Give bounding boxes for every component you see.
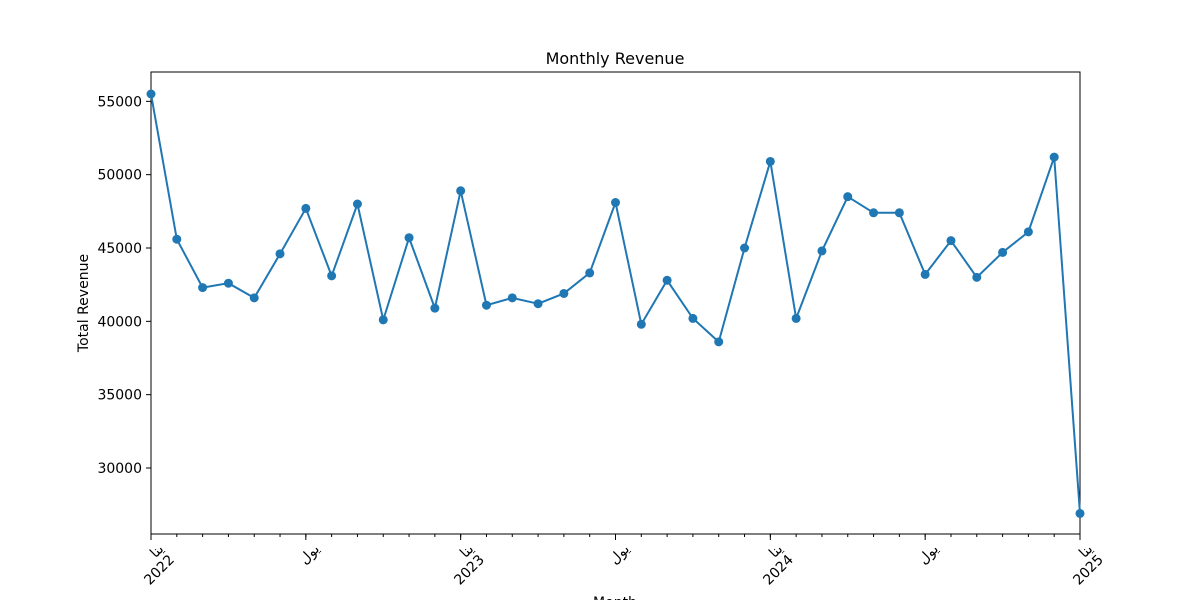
y-tick-label: 55000 xyxy=(97,94,142,110)
point xyxy=(430,303,440,313)
point xyxy=(869,208,879,218)
point xyxy=(636,319,646,329)
point xyxy=(352,199,362,209)
point xyxy=(559,288,569,298)
point xyxy=(481,300,491,310)
point xyxy=(688,313,698,323)
point xyxy=(894,208,904,218)
plot-frame xyxy=(150,71,1081,535)
point xyxy=(146,89,156,99)
point xyxy=(456,186,466,196)
point xyxy=(533,299,543,309)
point xyxy=(920,269,930,279)
point xyxy=(662,275,672,285)
point xyxy=(301,203,311,213)
point xyxy=(714,337,724,347)
y-tick-label: 50000 xyxy=(97,168,142,184)
point xyxy=(946,236,956,246)
point xyxy=(223,278,233,288)
point xyxy=(817,246,827,256)
point xyxy=(1023,227,1033,237)
point xyxy=(507,293,517,303)
point xyxy=(1049,152,1059,162)
point xyxy=(998,247,1008,257)
point xyxy=(972,272,982,282)
point xyxy=(791,313,801,323)
y-tick-label: 45000 xyxy=(97,241,142,257)
point xyxy=(1075,508,1085,518)
y-tick-label: 35000 xyxy=(97,388,142,404)
y-axis-label: Total Revenue xyxy=(76,254,92,353)
point xyxy=(198,283,208,293)
point xyxy=(585,268,595,278)
point xyxy=(172,234,182,244)
point xyxy=(249,293,259,303)
y-tick-label: 30000 xyxy=(97,461,142,477)
y-tick-label: 40000 xyxy=(97,314,142,330)
point xyxy=(740,243,750,253)
point xyxy=(765,156,775,166)
chart-title: Monthly Revenue xyxy=(546,49,685,68)
x-axis-label: Month xyxy=(593,595,637,600)
point xyxy=(327,271,337,281)
point xyxy=(275,249,285,259)
line xyxy=(150,93,1081,514)
point xyxy=(378,315,388,325)
point xyxy=(404,233,414,243)
point xyxy=(611,198,620,208)
point xyxy=(843,192,853,202)
